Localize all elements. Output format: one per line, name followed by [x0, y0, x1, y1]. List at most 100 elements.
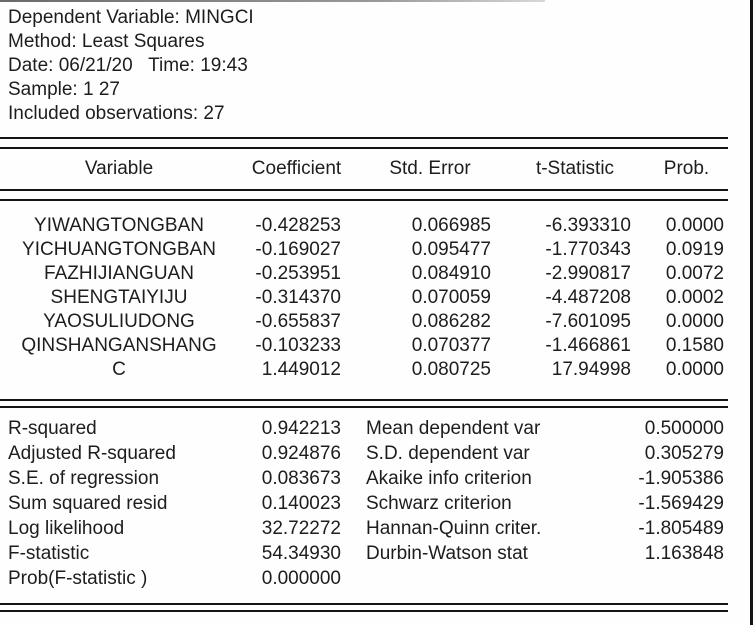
observations-line: Included observations: 27 — [8, 103, 225, 124]
dependent-variable-line: Dependent Variable: MINGCI — [8, 7, 254, 28]
sample-line: Sample: 1 27 — [8, 79, 120, 100]
stats-row: S.E. of regression 0.083673 Akaike info … — [0, 466, 728, 491]
coef-table-row: YAOSULIUDONG -0.655837 0.086282 -7.60109… — [0, 310, 728, 334]
std-error-value: 0.070377 — [411, 335, 491, 356]
stat-value: 1.163848 — [644, 543, 724, 564]
coefficient-value: -0.314370 — [255, 287, 341, 308]
stat-label: Hannan-Quinn criter. — [366, 518, 542, 539]
stat-label: S.E. of regression — [8, 468, 160, 489]
stat-label: Akaike info criterion — [366, 468, 532, 489]
stat-label: Durbin-Watson stat — [366, 543, 528, 564]
stat-value: -1.569429 — [638, 493, 724, 514]
date-time-line: Date: 06/21/20 Time: 19:43 — [8, 55, 248, 76]
stat-value: 0.140023 — [261, 493, 341, 514]
t-statistic-value: -7.601095 — [545, 311, 631, 332]
stat-label: Schwarz criterion — [366, 493, 512, 514]
prob-value: 0.0002 — [665, 287, 724, 308]
variable-name: YICHUANGTONGBAN — [22, 239, 216, 260]
coefficient-value: -0.253951 — [255, 263, 341, 284]
variable-name: YAOSULIUDONG — [43, 311, 195, 332]
t-statistic-value: -1.466861 — [545, 335, 631, 356]
stats-row: F-statistic 54.34930 Durbin-Watson stat … — [0, 541, 728, 566]
stat-label: Mean dependent var — [366, 418, 541, 439]
coefficient-value: -0.655837 — [255, 311, 341, 332]
coef-table-body: YIWANGTONGBAN -0.428253 0.066985 -6.3933… — [0, 201, 728, 399]
stat-value: 0.924876 — [261, 443, 341, 464]
regression-header: Dependent Variable: MINGCI Method: Least… — [0, 0, 728, 126]
stats-gutter — [355, 491, 366, 516]
coef-table-row: YIWANGTONGBAN -0.428253 0.066985 -6.3933… — [0, 214, 728, 238]
stat-label: Adjusted R-squared — [8, 443, 176, 464]
variable-name: QINSHANGANSHANG — [21, 335, 217, 356]
stats-row: R-squared 0.942213 Mean dependent var 0.… — [0, 416, 728, 441]
stats-row: Adjusted R-squared 0.924876 S.D. depende… — [0, 441, 728, 466]
stat-value: 0.500000 — [644, 418, 724, 439]
method-line: Method: Least Squares — [8, 31, 205, 52]
prob-value: 0.1580 — [665, 335, 724, 356]
t-statistic-value: -2.990817 — [545, 263, 631, 284]
stat-value: 0.000000 — [261, 568, 341, 589]
stat-value: 0.305279 — [644, 443, 724, 464]
variable-name: YIWANGTONGBAN — [34, 215, 204, 236]
stats-gutter — [355, 516, 366, 541]
coef-table-row: FAZHIJIANGUAN -0.253951 0.084910 -2.9908… — [0, 262, 728, 286]
stats-gutter — [355, 416, 366, 441]
summary-statistics: R-squared 0.942213 Mean dependent var 0.… — [0, 408, 728, 603]
stat-label — [366, 566, 566, 591]
right-border-line — [750, 0, 753, 625]
stat-label: F-statistic — [8, 543, 90, 564]
std-error-value: 0.070059 — [411, 287, 491, 308]
t-statistic-value: 17.94998 — [551, 359, 631, 380]
prob-value: 0.0000 — [665, 215, 724, 236]
prob-value: 0.0000 — [665, 359, 724, 380]
col-header-coefficient: Coefficient — [251, 158, 342, 179]
stat-value: -1.905386 — [638, 468, 724, 489]
std-error-value: 0.095477 — [411, 239, 491, 260]
coef-table-row: QINSHANGANSHANG -0.103233 0.070377 -1.46… — [0, 334, 728, 358]
stat-value — [566, 566, 728, 591]
stats-row: Prob(F-statistic ) 0.000000 — [0, 566, 728, 591]
stats-gutter — [355, 566, 366, 591]
stats-row: Sum squared resid 0.140023 Schwarz crite… — [0, 491, 728, 516]
stat-value: 54.34930 — [261, 543, 341, 564]
coefficient-value: 1.449012 — [261, 359, 341, 380]
prob-value: 0.0919 — [665, 239, 724, 260]
output-content: Dependent Variable: MINGCI Method: Least… — [0, 0, 728, 612]
stat-label: Sum squared resid — [8, 493, 168, 514]
col-header-std-error: Std. Error — [389, 158, 471, 179]
coef-table-row: SHENGTAIYIJU -0.314370 0.070059 -4.48720… — [0, 286, 728, 310]
separator-stats-top — [0, 399, 728, 408]
stats-row: Log likelihood 32.72272 Hannan-Quinn cri… — [0, 516, 728, 541]
top-border-artifact — [0, 0, 545, 2]
prob-value: 0.0072 — [665, 263, 724, 284]
stat-value: 0.083673 — [261, 468, 341, 489]
stat-value: 0.942213 — [261, 418, 341, 439]
std-error-value: 0.084910 — [411, 263, 491, 284]
coefficient-value: -0.428253 — [255, 215, 341, 236]
variable-name: C — [112, 359, 126, 380]
stats-gutter — [355, 541, 366, 566]
stat-label: S.D. dependent var — [366, 443, 530, 464]
variable-name: SHENGTAIYIJU — [50, 287, 188, 308]
std-error-value: 0.066985 — [411, 215, 491, 236]
std-error-value: 0.086282 — [411, 311, 491, 332]
stats-gutter — [355, 441, 366, 466]
stat-value: 32.72272 — [261, 518, 341, 539]
col-header-prob: Prob. — [663, 158, 710, 179]
separator-header-top — [0, 137, 728, 149]
std-error-value: 0.080725 — [411, 359, 491, 380]
stat-label: Log likelihood — [8, 518, 125, 539]
coef-table-header-row: Variable Coefficient Std. Error t-Statis… — [0, 149, 728, 189]
stats-gutter — [355, 466, 366, 491]
t-statistic-value: -4.487208 — [545, 287, 631, 308]
col-header-t-statistic: t-Statistic — [535, 158, 615, 179]
separator-bottom — [0, 603, 728, 612]
stat-label: R-squared — [8, 418, 97, 439]
t-statistic-value: -1.770343 — [545, 239, 631, 260]
stat-label: Prob(F-statistic ) — [8, 568, 148, 589]
prob-value: 0.0000 — [665, 311, 724, 332]
coefficient-value: -0.169027 — [255, 239, 341, 260]
coefficient-value: -0.103233 — [255, 335, 341, 356]
coef-table-row: YICHUANGTONGBAN -0.169027 0.095477 -1.77… — [0, 238, 728, 262]
